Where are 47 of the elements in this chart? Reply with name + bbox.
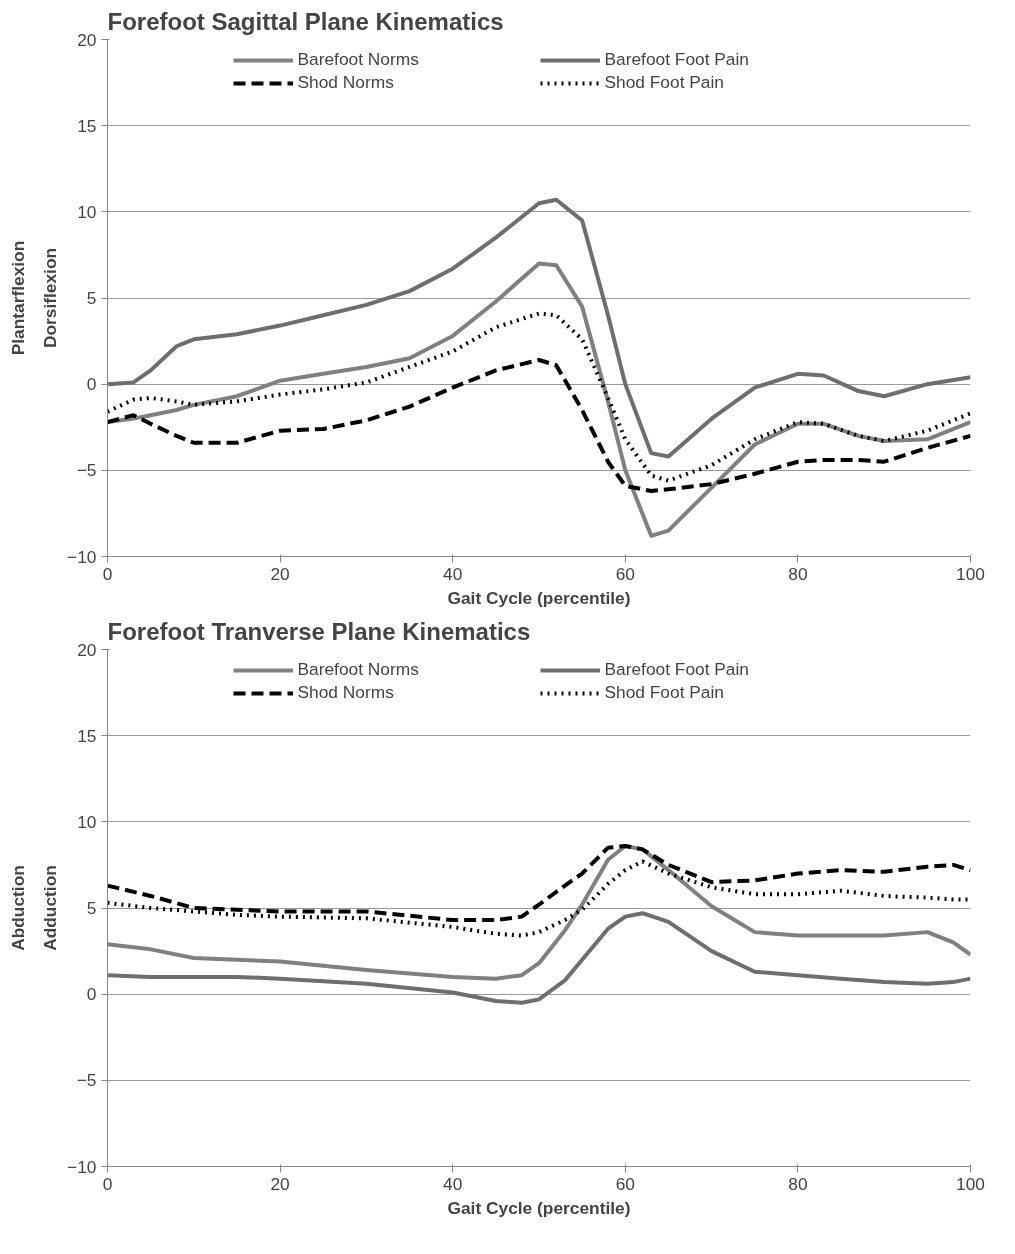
y-axis-title: Adduction	[39, 865, 60, 951]
y-tick-label: 0	[86, 984, 97, 1005]
y-tick-label: 0	[86, 374, 97, 395]
x-tick-label: 100	[956, 1173, 985, 1194]
line-series	[107, 358, 971, 494]
line-series	[107, 261, 971, 538]
y-axis-title: Dorsiflexion	[39, 247, 60, 349]
legend-label: Shod Foot Pain	[604, 72, 725, 93]
x-tick-label: 60	[615, 563, 635, 584]
legend-label: Barefoot Foot Pain	[604, 49, 750, 70]
line-series	[107, 311, 971, 483]
x-tick-label: 80	[788, 563, 808, 584]
legend-label: Shod Norms	[297, 682, 395, 703]
y-tick-label: 15	[77, 115, 97, 136]
x-tick-label: 0	[102, 563, 113, 584]
x-axis-title: Gait Cycle (percentile)	[447, 587, 631, 608]
x-tick-label: 40	[443, 563, 463, 584]
x-tick-label: 60	[615, 1173, 635, 1194]
y-tick-label: 15	[77, 725, 97, 746]
legend-label: Shod Foot Pain	[604, 682, 725, 703]
y-tick-label: 20	[77, 29, 97, 50]
line-series	[107, 197, 971, 459]
y-tick-label: 20	[77, 639, 97, 660]
legend-label: Barefoot Norms	[297, 49, 420, 70]
chart-title: Forefoot Sagittal Plane Kinematics	[107, 7, 504, 35]
y-tick-label: 10	[77, 201, 97, 222]
x-tick-label: 0	[102, 1173, 113, 1194]
x-tick-label: 20	[270, 1173, 290, 1194]
legend-label: Barefoot Foot Pain	[604, 659, 750, 680]
legend-label: Barefoot Norms	[297, 659, 420, 680]
line-series	[107, 911, 971, 1005]
x-tick-label: 80	[788, 1173, 808, 1194]
y-tick-label: −10	[67, 546, 97, 567]
text: Abduction	[7, 865, 28, 951]
y-tick-label: −5	[76, 460, 97, 481]
chart-title: Forefoot Tranverse Plane Kinematics	[107, 617, 531, 645]
x-tick-label: 100	[956, 563, 985, 584]
x-tick-label: 40	[443, 1173, 463, 1194]
y-tick-label: 5	[86, 898, 97, 918]
y-tick-label: −10	[67, 1156, 97, 1177]
y-tick-label: −5	[76, 1070, 97, 1091]
y-tick-label: 5	[86, 288, 97, 308]
y-tick-label: 10	[77, 811, 97, 832]
legend-label: Shod Norms	[297, 72, 395, 93]
x-axis-title: Gait Cycle (percentile)	[447, 1197, 631, 1218]
text: Plantarflexion	[7, 240, 28, 356]
x-tick-label: 20	[270, 563, 290, 584]
